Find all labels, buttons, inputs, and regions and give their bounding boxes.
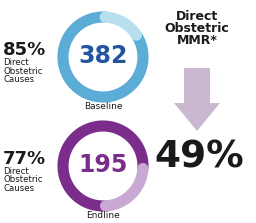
Text: 49%: 49% — [154, 139, 244, 175]
Text: 195: 195 — [78, 153, 128, 177]
Text: Endline: Endline — [86, 211, 120, 220]
Text: 77%: 77% — [3, 150, 46, 168]
Text: 85%: 85% — [3, 41, 46, 59]
Polygon shape — [174, 68, 220, 131]
Text: MMR*: MMR* — [177, 34, 217, 47]
Text: Direct: Direct — [3, 167, 29, 176]
Text: Baseline: Baseline — [84, 102, 122, 111]
Text: 382: 382 — [78, 44, 128, 68]
Text: Causes: Causes — [3, 184, 34, 193]
Text: Direct: Direct — [176, 10, 218, 23]
Text: Obstetric: Obstetric — [3, 176, 42, 184]
Text: Obstetric: Obstetric — [3, 66, 42, 76]
Text: Direct: Direct — [3, 58, 29, 67]
Text: Causes: Causes — [3, 75, 34, 84]
Text: Obstetric: Obstetric — [165, 22, 229, 35]
